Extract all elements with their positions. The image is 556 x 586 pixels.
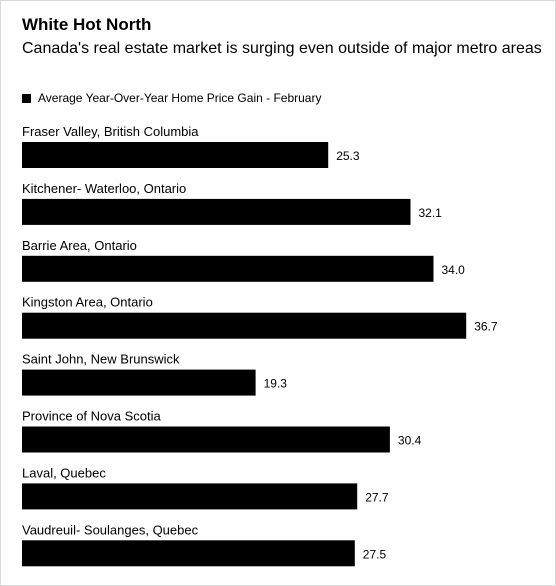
legend-label: Average Year-Over-Year Home Price Gain -… [38,91,322,105]
value-label: 27.5 [363,547,387,561]
value-label: 34.0 [442,263,466,277]
category-label: Fraser Valley, British Columbia [22,124,199,139]
category-label: Laval, Quebec [22,465,106,480]
bar [22,426,390,453]
bar [22,483,358,510]
value-label: 30.4 [398,434,422,448]
value-label: 36.7 [474,320,498,334]
category-label: Vaudreuil- Soulanges, Quebec [22,522,199,537]
bar [22,198,411,225]
value-label: 19.3 [264,377,288,391]
bar [22,312,467,339]
chart-title: White Hot North [22,15,152,34]
category-label: Kitchener- Waterloo, Ontario [22,181,186,196]
legend-swatch [22,93,31,103]
category-label: Kingston Area, Ontario [22,295,153,310]
value-label: 32.1 [419,206,443,220]
category-label: Saint John, New Brunswick [22,352,180,367]
bar [22,540,355,567]
category-label: Province of Nova Scotia [22,409,162,424]
value-label: 25.3 [336,149,360,163]
bar [22,142,329,168]
value-label: 27.7 [365,490,389,504]
legend: Average Year-Over-Year Home Price Gain -… [22,90,321,106]
category-label: Barrie Area, Ontario [22,238,137,253]
bar [22,369,256,396]
bar [22,255,434,282]
chart-subtitle: Canada's real estate market is surging e… [22,40,542,57]
